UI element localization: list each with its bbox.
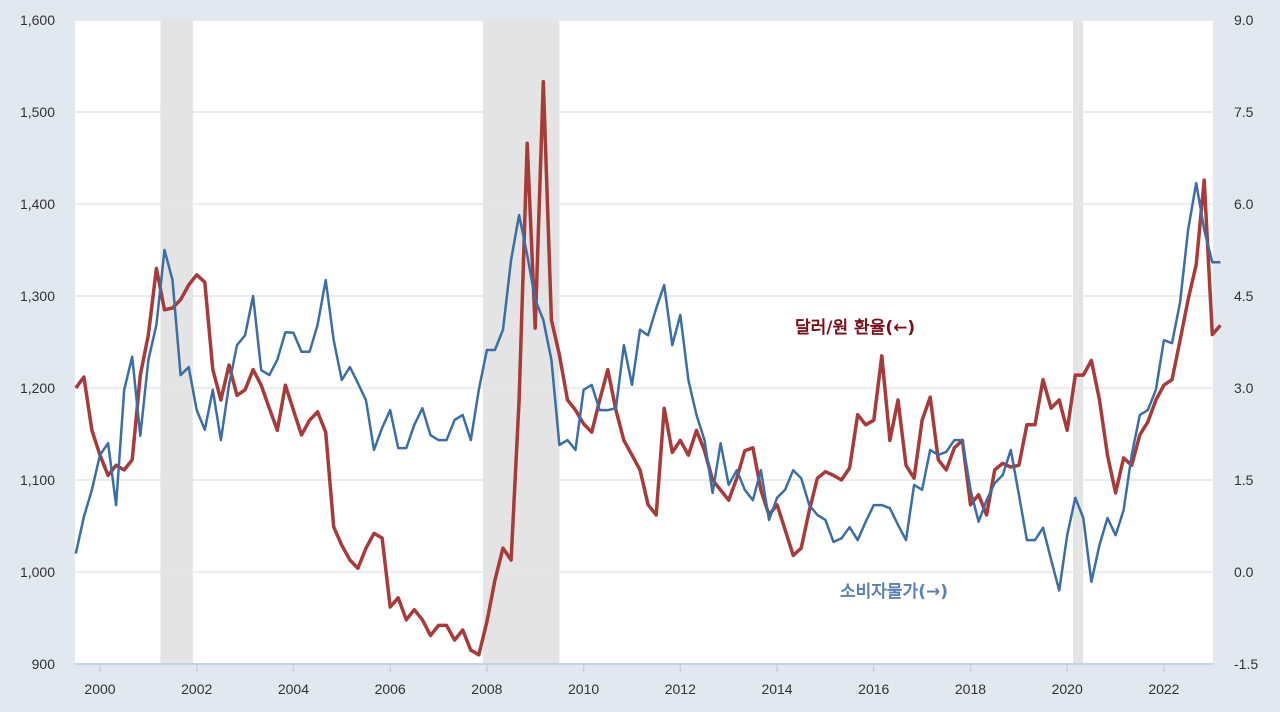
series-lines (74, 79, 1222, 657)
left-tick-label: 1,000 (20, 564, 55, 580)
x-tick-label: 2010 (568, 681, 599, 697)
x-tick-label: 2022 (1148, 681, 1179, 697)
left-tick-label: 1,600 (20, 12, 55, 28)
x-tick-label: 2000 (84, 681, 115, 697)
x-axis: 2000 2002 2004 2006 2008 2010 2012 2014 2016 2018… (84, 664, 1180, 697)
right-tick-label: 0.0 (1234, 564, 1254, 580)
left-tick-label: 900 (32, 656, 56, 672)
left-tick-label: 1,300 (20, 288, 55, 304)
exchange-rate-label: 달러/원 환율(←) (795, 317, 915, 338)
right-tick-label: 9.0 (1234, 12, 1254, 28)
right-axis: -1.5 0.0 1.5 3.0 4.5 6.0 7.5 9.0 (1234, 12, 1258, 672)
right-tick-label: 7.5 (1234, 104, 1254, 120)
right-tick-label: 1.5 (1234, 472, 1254, 488)
left-tick-label: 1,200 (20, 380, 55, 396)
x-tick-label: 2012 (665, 681, 696, 697)
recession-band (1073, 20, 1084, 664)
x-tick-label: 2006 (375, 681, 406, 697)
right-tick-label: -1.5 (1234, 656, 1258, 672)
cpi-line (74, 181, 1221, 592)
x-tick-label: 2004 (278, 681, 309, 697)
x-tick-label: 2002 (181, 681, 212, 697)
right-tick-label: 4.5 (1234, 288, 1254, 304)
left-tick-label: 1,100 (20, 472, 55, 488)
left-tick-label: 1,400 (20, 196, 55, 212)
x-tick-label: 2018 (955, 681, 986, 697)
x-tick-label: 2016 (858, 681, 889, 697)
exchange-rate-line (74, 79, 1222, 657)
x-tick-label: 2014 (761, 681, 792, 697)
right-tick-label: 3.0 (1234, 380, 1254, 396)
left-tick-label: 1,500 (20, 104, 55, 120)
x-tick-label: 2008 (471, 681, 502, 697)
x-tick-label: 2020 (1052, 681, 1083, 697)
plot-area (75, 20, 1213, 664)
cpi-label: 소비자물가(→) (840, 582, 948, 602)
right-tick-label: 6.0 (1234, 196, 1254, 212)
left-axis: 900 1,000 1,100 1,200 1,300 1,400 1,500 1,600 (20, 12, 55, 672)
gridlines (75, 19, 1213, 573)
